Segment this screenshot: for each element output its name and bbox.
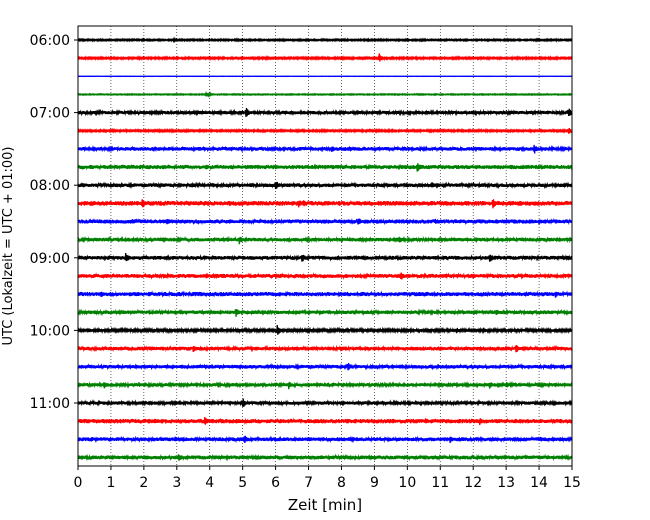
trace-1015	[77, 344, 573, 353]
trace-0815	[77, 199, 573, 209]
trace-0615	[77, 53, 573, 62]
trace-0600	[77, 36, 573, 44]
y-tick-label: 08:00	[30, 178, 70, 194]
y-tick-label: 09:00	[30, 251, 70, 267]
x-tick-label: 12	[464, 475, 482, 491]
x-tick-label: 4	[205, 475, 214, 491]
x-axis-label: Zeit [min]	[288, 496, 362, 514]
trace-1100	[77, 398, 573, 407]
x-tick-label: 1	[106, 475, 115, 491]
x-tick-label: 11	[431, 475, 449, 491]
trace-0845	[77, 235, 573, 245]
x-tick-label: 10	[398, 475, 416, 491]
trace-1045	[77, 380, 573, 390]
trace-0930	[77, 290, 573, 298]
trace-0645	[77, 90, 573, 98]
y-tick-label: 06:00	[30, 33, 70, 49]
vertical-grid	[77, 26, 573, 466]
trace-0700	[77, 108, 573, 117]
x-tick-label: 15	[563, 475, 581, 491]
trace-0900	[77, 253, 573, 262]
x-tick-label: 2	[139, 475, 148, 491]
trace-0800	[77, 181, 573, 190]
trace-0915	[77, 272, 573, 280]
x-tick-label: 0	[74, 475, 83, 491]
trace-1115	[77, 416, 573, 426]
trace-0730	[77, 144, 573, 154]
x-tick-label: 8	[337, 475, 346, 491]
y-axis-label: UTC (Lokalzeit = UTC + 01:00)	[1, 147, 16, 346]
x-tick-label: 9	[370, 475, 379, 491]
trace-0745	[77, 163, 573, 172]
x-tick-label: 5	[238, 475, 247, 491]
y-axis-ticks: 06:00 07:00 08:00 09:00 10:00 11:00	[30, 33, 78, 412]
trace-group	[77, 36, 573, 462]
x-tick-label: 3	[172, 475, 181, 491]
trace-1000	[77, 324, 573, 335]
trace-0715	[77, 127, 573, 134]
plot-frame	[77, 25, 573, 467]
y-tick-label: 10:00	[30, 323, 70, 339]
x-tick-label: 6	[271, 475, 280, 491]
x-tick-label: 7	[304, 475, 313, 491]
trace-1145	[77, 453, 573, 462]
x-tick-label: 13	[497, 475, 515, 491]
trace-1130	[77, 435, 573, 444]
trace-0945	[77, 308, 573, 317]
x-axis-ticks: 0 1 2 3 4 5 6 7 8 9 10 11 12 13 14 15	[74, 466, 581, 491]
y-tick-label: 07:00	[30, 106, 70, 122]
x-tick-label: 14	[530, 475, 548, 491]
trace-1030	[77, 362, 573, 371]
y-tick-label: 11:00	[30, 396, 70, 412]
trace-0830	[77, 217, 573, 226]
